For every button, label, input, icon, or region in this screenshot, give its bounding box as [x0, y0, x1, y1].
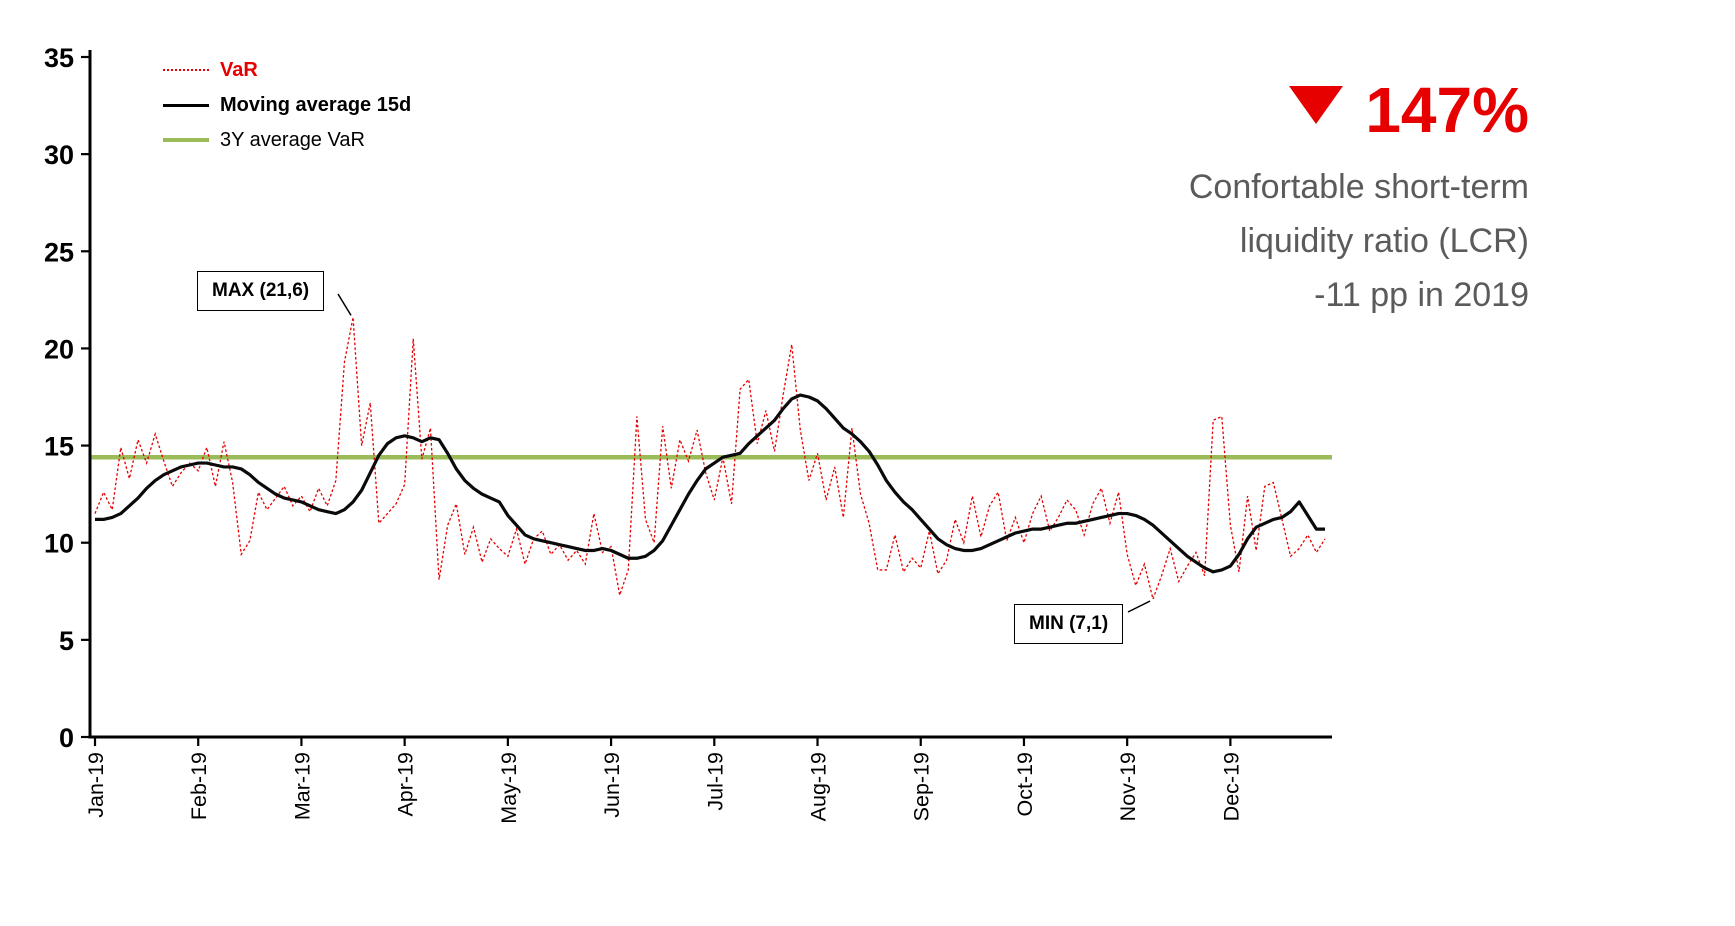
- x-tick-label: Aug-19: [807, 752, 831, 821]
- kpi-description: Confortable short-term liquidity ratio (…: [969, 160, 1529, 322]
- x-tick-label: Sep-19: [910, 752, 934, 821]
- min-annotation: MIN (7,1): [1014, 604, 1124, 644]
- y-tick-label: 15: [44, 432, 74, 462]
- y-tick-label: 30: [44, 140, 74, 170]
- y-tick-label: 35: [44, 43, 74, 73]
- y-tick-label: 0: [59, 723, 74, 753]
- y-tick-label: 5: [59, 626, 74, 656]
- kpi-value-row: 147%: [969, 76, 1529, 144]
- x-tick-label: Nov-19: [1116, 752, 1140, 821]
- y-tick-label: 20: [44, 334, 74, 364]
- x-tick-label: Feb-19: [187, 752, 211, 820]
- kpi-value: 147%: [1365, 74, 1529, 146]
- legend-item-var: VaR: [163, 58, 411, 82]
- y-tick-label: 10: [44, 529, 74, 559]
- var-series-line: [94, 317, 1326, 602]
- moving-average-line-icon: [163, 103, 209, 107]
- 3y-average-line-icon: [163, 138, 209, 142]
- x-tick-label: Mar-19: [290, 752, 314, 820]
- var-dotted-line-icon: [163, 69, 209, 71]
- kpi-desc-line2: liquidity ratio (LCR): [1239, 222, 1529, 260]
- legend-item-3y-average: 3Y average VaR: [163, 128, 411, 152]
- x-tick-label: Dec-19: [1219, 752, 1243, 821]
- x-tick-label: Jun-19: [600, 752, 624, 818]
- x-tick-label: Jan-19: [84, 752, 108, 818]
- max-annotation-connector: [337, 293, 352, 316]
- y-tick-label: 25: [44, 237, 74, 267]
- legend-item-moving-average: Moving average 15d: [163, 93, 411, 117]
- kpi-block: 147% Confortable short-term liquidity ra…: [969, 76, 1529, 322]
- x-tick-label: Jul-19: [703, 752, 727, 811]
- legend-label-var: VaR: [220, 58, 258, 81]
- legend-label-3y-average: 3Y average VaR: [220, 128, 365, 151]
- x-tick-label: May-19: [497, 752, 521, 824]
- x-tick-label: Oct-19: [1013, 752, 1037, 817]
- down-triangle-icon: [1289, 86, 1344, 124]
- max-annotation: MAX (21,6): [197, 271, 325, 311]
- chart-legend: VaR Moving average 15d 3Y average VaR: [163, 58, 411, 163]
- x-tick-label: Apr-19: [394, 752, 418, 817]
- legend-label-moving-average: Moving average 15d: [220, 93, 412, 116]
- kpi-desc-line3: -11 pp in 2019: [1314, 276, 1529, 314]
- min-annotation-connector: [1127, 600, 1151, 613]
- kpi-desc-line1: Confortable short-term: [1188, 168, 1529, 206]
- moving-average-series-line: [95, 393, 1325, 574]
